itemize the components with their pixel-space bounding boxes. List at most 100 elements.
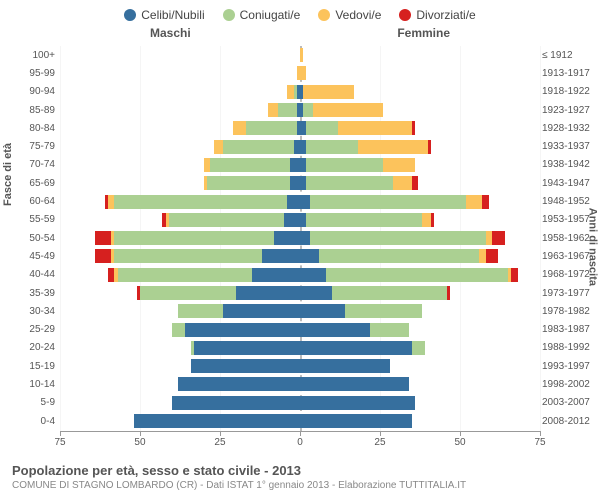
seg-con (345, 304, 422, 318)
x-tick-label: 75 (534, 437, 545, 448)
swatch-celibi (124, 9, 136, 21)
female-bar (300, 231, 540, 245)
seg-cel (300, 195, 310, 209)
x-tick (460, 431, 461, 436)
seg-con (114, 231, 274, 245)
seg-con (118, 268, 252, 282)
seg-ved (233, 121, 246, 135)
seg-cel (300, 286, 332, 300)
female-bar (300, 85, 540, 99)
seg-con (114, 249, 261, 263)
bar-rows: 100+≤ 191295-991913-191790-941918-192285… (60, 46, 540, 431)
legend-label-celibi: Celibi/Nubili (141, 8, 204, 22)
seg-con (140, 286, 236, 300)
female-bar (300, 341, 540, 355)
female-bar (300, 195, 540, 209)
seg-cel (300, 359, 390, 373)
year-label: 1958-1962 (542, 233, 598, 244)
bar-row: 35-391973-1977 (60, 284, 540, 302)
x-tick (140, 431, 141, 436)
seg-cel (290, 176, 300, 190)
seg-con (172, 323, 185, 337)
plot-area: 100+≤ 191295-991913-191790-941918-192285… (60, 46, 540, 431)
age-label: 90-94 (10, 86, 55, 97)
x-tick-label: 25 (214, 437, 225, 448)
seg-div (95, 231, 111, 245)
seg-ved (466, 195, 482, 209)
seg-cel (300, 323, 370, 337)
seg-ved (422, 213, 432, 227)
year-label: 1938-1942 (542, 159, 598, 170)
female-header: Femmine (397, 26, 450, 40)
seg-con (306, 121, 338, 135)
male-bar (60, 231, 300, 245)
female-bar (300, 66, 540, 80)
female-bar (300, 121, 540, 135)
year-label: ≤ 1912 (542, 50, 598, 61)
seg-ved (300, 48, 303, 62)
x-tick (380, 431, 381, 436)
age-label: 45-49 (10, 251, 55, 262)
female-bar (300, 304, 540, 318)
seg-ved (383, 158, 415, 172)
gridline (540, 46, 541, 431)
female-bar (300, 396, 540, 410)
bar-row: 50-541958-1962 (60, 229, 540, 247)
female-bar (300, 377, 540, 391)
female-bar (300, 286, 540, 300)
seg-div (412, 176, 418, 190)
seg-div (492, 231, 505, 245)
swatch-coniugati (223, 9, 235, 21)
seg-cel (252, 268, 300, 282)
bar-row: 70-741938-1942 (60, 156, 540, 174)
female-bar (300, 140, 540, 154)
year-label: 1993-1997 (542, 361, 598, 372)
year-label: 1988-1992 (542, 342, 598, 353)
female-bar (300, 48, 540, 62)
seg-cel (290, 158, 300, 172)
male-bar (60, 359, 300, 373)
seg-ved (303, 85, 354, 99)
seg-con (246, 121, 297, 135)
seg-con (207, 176, 290, 190)
year-label: 1973-1977 (542, 288, 598, 299)
population-pyramid-chart: Celibi/Nubili Coniugati/e Vedovi/e Divor… (0, 0, 600, 500)
seg-con (319, 249, 479, 263)
year-label: 1968-1972 (542, 269, 598, 280)
male-bar (60, 121, 300, 135)
age-label: 75-79 (10, 141, 55, 152)
female-bar (300, 176, 540, 190)
male-bar (60, 414, 300, 428)
age-label: 10-14 (10, 379, 55, 390)
x-tick-label: 50 (134, 437, 145, 448)
seg-cel (300, 341, 412, 355)
age-label: 80-84 (10, 123, 55, 134)
age-label: 85-89 (10, 105, 55, 116)
male-bar (60, 341, 300, 355)
gender-header: Maschi Femmine (0, 26, 600, 42)
age-label: 60-64 (10, 196, 55, 207)
seg-div (95, 249, 111, 263)
year-label: 1918-1922 (542, 86, 598, 97)
seg-div (486, 249, 499, 263)
seg-cel (300, 396, 415, 410)
male-bar (60, 213, 300, 227)
year-label: 1963-1967 (542, 251, 598, 262)
seg-cel (262, 249, 300, 263)
seg-cel (178, 377, 300, 391)
male-bar (60, 158, 300, 172)
male-bar (60, 48, 300, 62)
chart-title: Popolazione per età, sesso e stato civil… (12, 463, 588, 478)
seg-con (310, 195, 467, 209)
legend-label-divorziati: Divorziati/e (416, 8, 475, 22)
bar-row: 40-441968-1972 (60, 266, 540, 284)
age-label: 55-59 (10, 214, 55, 225)
bar-row: 25-291983-1987 (60, 320, 540, 338)
seg-cel (191, 359, 300, 373)
male-bar (60, 176, 300, 190)
seg-div (511, 268, 517, 282)
age-label: 20-24 (10, 342, 55, 353)
bar-row: 20-241988-1992 (60, 339, 540, 357)
male-bar (60, 304, 300, 318)
male-bar (60, 66, 300, 80)
